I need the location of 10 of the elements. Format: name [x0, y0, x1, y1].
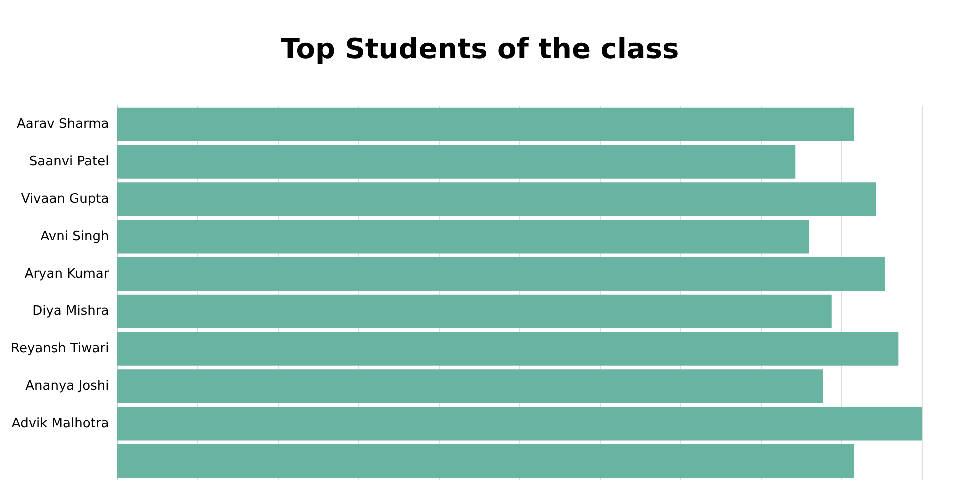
- y-tick-label: Advik Malhotra: [12, 416, 110, 432]
- chart-title: Top Students of the class: [280, 32, 680, 66]
- y-tick-label: Vivaan Gupta: [21, 192, 110, 207]
- y-tick-label: Ananya Joshi: [26, 379, 110, 394]
- y-tick-label: Saanvi Patel: [29, 154, 110, 170]
- y-tick-label: Aarav Sharma: [16, 117, 110, 132]
- y-tick-label: Avni Singh: [40, 229, 110, 244]
- y-tick-label: Aryan Kumar: [24, 266, 110, 282]
- y-tick-label: Reyansh Tiwari: [10, 342, 110, 357]
- y-tick-label: Diya Mishra: [32, 304, 110, 320]
